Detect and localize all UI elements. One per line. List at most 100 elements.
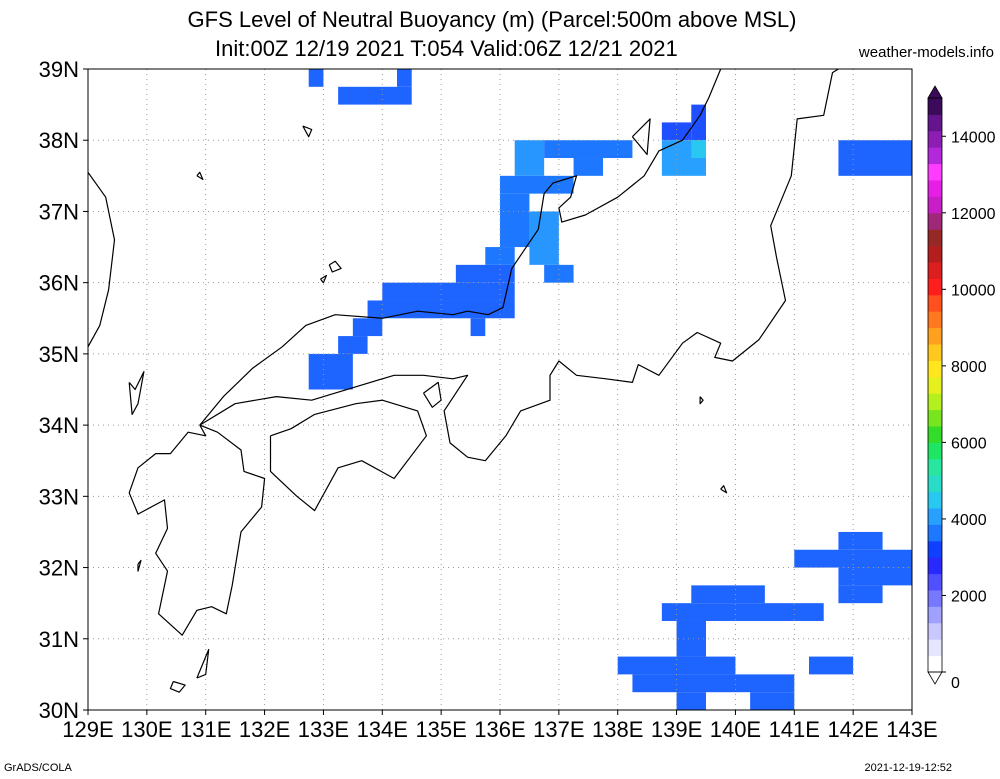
lat-tick-label: 34N [39, 413, 79, 438]
colorbar-swatch [928, 147, 942, 165]
field-cell [500, 193, 530, 248]
colorbar-swatch [928, 212, 942, 230]
buoyancy-field [308, 69, 912, 710]
colorbar-min-arrow [927, 671, 943, 685]
lon-tick-label: 138E [592, 717, 643, 742]
field-cell [338, 336, 368, 354]
lon-tick-label: 142E [827, 717, 878, 742]
field-cell [308, 69, 324, 87]
coastline [422, 381, 442, 408]
colorbar-swatch [928, 294, 942, 312]
field-cell [397, 69, 412, 87]
lat-tick-label: 30N [39, 698, 79, 723]
lon-tick-label: 133E [298, 717, 349, 742]
field-cell [838, 531, 883, 550]
colorbar-swatch [928, 491, 942, 509]
colorbar-label: 0 [951, 675, 960, 692]
colorbar-swatch [928, 426, 942, 443]
field-cell [455, 264, 515, 283]
colorbar-swatch [928, 606, 942, 624]
field-cell [809, 656, 854, 675]
chart-title: GFS Level of Neutral Buoyancy (m) (Parce… [187, 7, 797, 32]
colorbar-swatch [928, 540, 942, 558]
coastline [631, 118, 651, 156]
coastline [128, 424, 266, 636]
coastlines [88, 69, 839, 693]
field-cell [470, 318, 486, 337]
coastline [302, 125, 313, 138]
field-cell [544, 264, 574, 283]
colorbar-swatch [928, 278, 942, 296]
colorbar-label: 12000 [951, 206, 996, 223]
lon-tick-label: 137E [533, 717, 584, 742]
footer-software: GrADS/COLA [4, 762, 72, 774]
colorbar-label: 14000 [951, 129, 996, 146]
coastline [169, 680, 186, 693]
colorbar-swatch [928, 163, 942, 181]
coastline [320, 274, 327, 284]
field-cell [485, 247, 515, 265]
field-cell [691, 585, 765, 604]
coastline [196, 171, 204, 180]
field-cell [382, 282, 515, 301]
lon-tick-label: 134E [357, 717, 408, 742]
field-cell [676, 620, 706, 657]
colorbar-label: 4000 [951, 512, 987, 529]
field-cell [794, 549, 912, 568]
field-cell [617, 656, 736, 675]
colorbar-swatch [928, 393, 942, 411]
lon-tick-label: 129E [62, 717, 113, 742]
colorbar-swatch [928, 376, 942, 394]
coastline [137, 559, 142, 572]
field-cell [573, 158, 603, 176]
colorbar-swatch [928, 360, 942, 378]
field-cell [500, 175, 574, 194]
colorbar: 0 2000 4000 6000 8000 10000 12000 14000 [927, 85, 996, 692]
coastline [269, 399, 427, 512]
field-cell [308, 353, 353, 390]
lat-tick-label: 33N [39, 484, 79, 509]
colorbar-swatch [928, 245, 942, 263]
coastline [196, 648, 210, 679]
field-cell [691, 140, 706, 159]
field-cell [676, 692, 706, 710]
lat-tick-label: 31N [39, 627, 79, 652]
colorbar-swatch [928, 344, 942, 361]
colorbar-label: 10000 [951, 282, 996, 299]
field-cell [838, 567, 912, 586]
lon-tick-label: 140E [710, 717, 761, 742]
field-cell [838, 585, 883, 604]
lon-tick-label: 139E [651, 717, 702, 742]
colorbar-swatch [928, 573, 942, 591]
lat-tick-label: 38N [39, 128, 79, 153]
colorbar-label: 2000 [951, 588, 987, 605]
field-cell [661, 603, 824, 621]
footer-timestamp: 2021-12-19-12:52 [864, 762, 952, 774]
field-cell [544, 140, 633, 159]
lon-tick-label: 143E [886, 717, 937, 742]
colorbar-swatch [928, 130, 942, 148]
coastline [467, 69, 722, 316]
coastline [328, 260, 342, 273]
colorbar-swatch [928, 655, 942, 673]
field-cell [514, 140, 545, 176]
lat-tick-label: 39N [39, 57, 79, 82]
field-cell [750, 692, 795, 710]
field-cell [338, 86, 412, 105]
field-cell [838, 140, 912, 176]
colorbar-swatch [928, 475, 942, 493]
colorbar-swatch [928, 262, 942, 279]
lon-tick-label: 135E [415, 717, 466, 742]
field-cell [661, 122, 692, 141]
lon-tick-label: 141E [769, 717, 820, 742]
field-cell [352, 318, 383, 337]
source-credit: weather-models.info [858, 44, 994, 61]
coastline [699, 396, 704, 405]
colorbar-swatch [928, 327, 942, 345]
coastline [88, 171, 116, 348]
lon-tick-label: 131E [180, 717, 231, 742]
colorbar-swatch [928, 557, 942, 575]
field-cell [632, 674, 795, 693]
lat-tick-label: 35N [39, 342, 79, 367]
